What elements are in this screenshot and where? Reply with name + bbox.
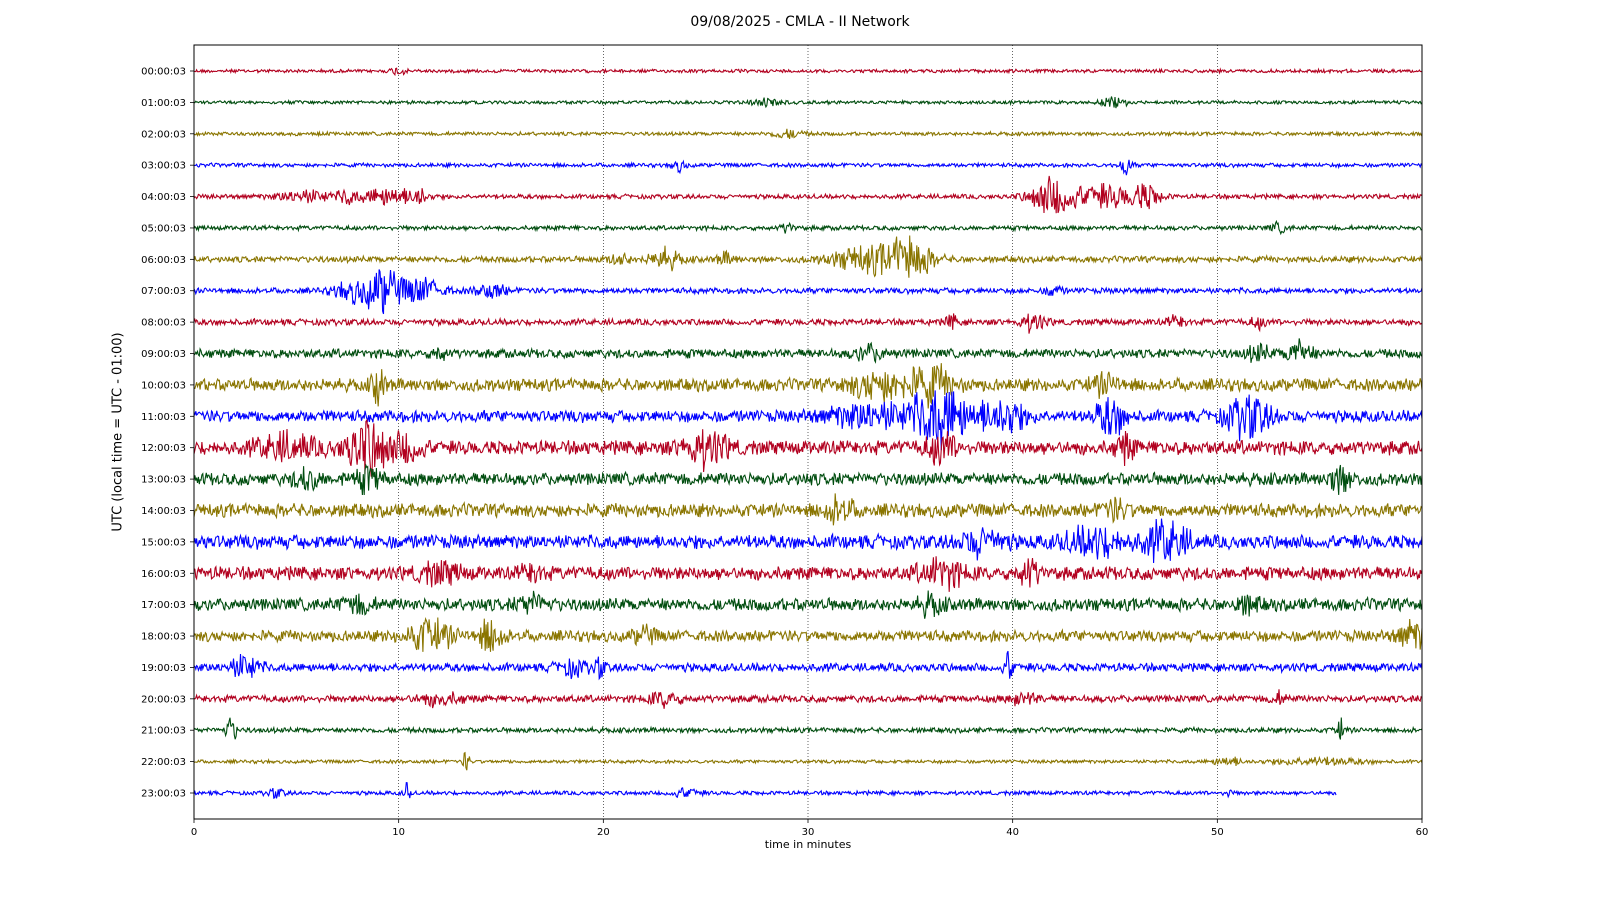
trace-03-00-03 <box>193 159 1423 176</box>
trace-11-00-03 <box>193 390 1423 451</box>
trace-06-00-03 <box>193 235 1423 278</box>
y-tick-label: 05:00:03 <box>141 223 186 234</box>
y-tick-label: 14:00:03 <box>141 506 186 517</box>
y-tick-label: 09:00:03 <box>141 349 186 360</box>
trace-12-00-03 <box>193 418 1423 477</box>
trace-10-00-03 <box>194 363 1423 409</box>
grid-lines <box>398 45 1218 819</box>
y-tick-label: 04:00:03 <box>141 192 186 203</box>
trace-08-00-03 <box>193 313 1423 334</box>
y-tick-label: 17:00:03 <box>141 600 186 611</box>
trace-19-00-03 <box>193 650 1423 681</box>
y-tick-label: 21:00:03 <box>141 726 186 737</box>
y-axis-label: UTC (local time = UTC - 01:00) <box>110 332 126 532</box>
x-tick-label: 10 <box>392 827 405 838</box>
trace-20-00-03 <box>193 689 1423 709</box>
axis-ticks: 00:00:03 01:00:03 02:00:03 03:00:03 04:00:03… <box>141 67 1428 839</box>
y-tick-label: 02:00:03 <box>141 129 186 140</box>
trace-07-00-03 <box>193 269 1423 315</box>
trace-14-00-03 <box>193 493 1423 526</box>
trace-04-00-03 <box>193 175 1423 214</box>
y-tick-label: 07:00:03 <box>141 286 186 297</box>
y-tick-label: 08:00:03 <box>141 318 186 329</box>
trace-15-00-03 <box>193 518 1423 564</box>
trace-05-00-03 <box>193 219 1423 236</box>
trace-00-00-03 <box>193 67 1423 77</box>
y-tick-label: 10:00:03 <box>141 380 186 391</box>
trace-21-00-03 <box>193 717 1423 740</box>
y-tick-label: 03:00:03 <box>141 161 186 172</box>
y-tick-label: 19:00:03 <box>141 663 186 674</box>
x-axis-label: time in minutes <box>764 838 852 851</box>
y-tick-label: 20:00:03 <box>141 694 186 705</box>
trace-02-00-03 <box>193 128 1423 140</box>
seismic-traces <box>193 67 1423 800</box>
x-tick-label: 0 <box>191 827 197 838</box>
x-tick-label: 20 <box>597 827 610 838</box>
trace-13-00-03 <box>193 463 1423 496</box>
trace-01-00-03 <box>193 96 1423 109</box>
x-tick-label: 30 <box>802 827 815 838</box>
y-tick-label: 06:00:03 <box>141 255 186 266</box>
trace-18-00-03 <box>193 617 1423 652</box>
y-tick-label: 16:00:03 <box>141 569 186 580</box>
trace-09-00-03 <box>193 338 1423 364</box>
y-tick-label: 12:00:03 <box>141 443 186 454</box>
trace-22-00-03 <box>193 751 1423 771</box>
y-tick-label: 01:00:03 <box>141 98 186 109</box>
trace-16-00-03 <box>193 556 1423 592</box>
y-tick-label: 22:00:03 <box>141 757 186 768</box>
y-tick-label: 11:00:03 <box>141 412 186 423</box>
trace-17-00-03 <box>193 590 1423 619</box>
y-tick-label: 15:00:03 <box>141 537 186 548</box>
y-tick-label: 00:00:03 <box>141 67 186 78</box>
x-tick-label: 60 <box>1416 827 1429 838</box>
y-tick-label: 13:00:03 <box>141 475 186 486</box>
chart-title: 09/08/2025 - CMLA - II Network <box>690 14 910 30</box>
trace-23-00-03 <box>193 781 1337 800</box>
x-tick-label: 40 <box>1006 827 1019 838</box>
y-tick-label: 18:00:03 <box>141 632 186 643</box>
x-tick-label: 50 <box>1211 827 1224 838</box>
y-tick-label: 23:00:03 <box>141 789 186 800</box>
